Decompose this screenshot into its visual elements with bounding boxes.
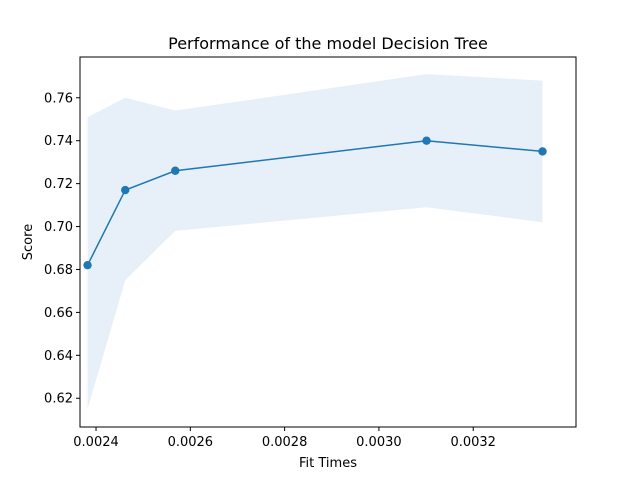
x-tick-label: 0.0032 xyxy=(450,435,496,450)
y-tick-label: 0.66 xyxy=(44,306,73,321)
x-axis-label: Fit Times xyxy=(299,456,357,471)
chart-title: Performance of the model Decision Tree xyxy=(168,34,488,53)
x-tick-label: 0.0024 xyxy=(73,435,119,450)
y-tick-label: 0.68 xyxy=(44,263,73,278)
data-point xyxy=(171,166,180,175)
y-tick-label: 0.74 xyxy=(44,134,73,149)
y-tick-label: 0.62 xyxy=(44,392,73,407)
plot-area xyxy=(83,74,547,409)
data-point xyxy=(83,260,92,270)
y-axis-ticks: 0.62 0.64 0.66 0.68 0.70 0.72 0.74 0.76 xyxy=(44,91,80,407)
x-axis-ticks: 0.0024 0.0026 0.0028 0.0030 0.0032 xyxy=(73,427,496,450)
y-tick-label: 0.64 xyxy=(44,349,73,364)
axes-frame xyxy=(79,56,577,428)
x-tick-label: 0.0026 xyxy=(168,435,214,450)
y-axis-label: Score xyxy=(21,224,36,260)
data-point xyxy=(422,136,431,145)
data-point xyxy=(121,185,130,195)
y-tick-label: 0.72 xyxy=(44,177,73,192)
y-tick-label: 0.70 xyxy=(44,220,73,235)
y-tick-label: 0.76 xyxy=(44,91,73,106)
x-tick-label: 0.0030 xyxy=(356,435,402,450)
x-tick-label: 0.0028 xyxy=(262,435,308,450)
score-band-0 xyxy=(87,74,543,409)
data-point xyxy=(538,147,547,156)
